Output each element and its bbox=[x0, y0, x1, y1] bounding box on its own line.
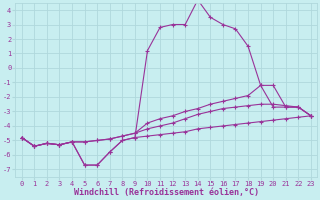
X-axis label: Windchill (Refroidissement éolien,°C): Windchill (Refroidissement éolien,°C) bbox=[74, 188, 259, 197]
